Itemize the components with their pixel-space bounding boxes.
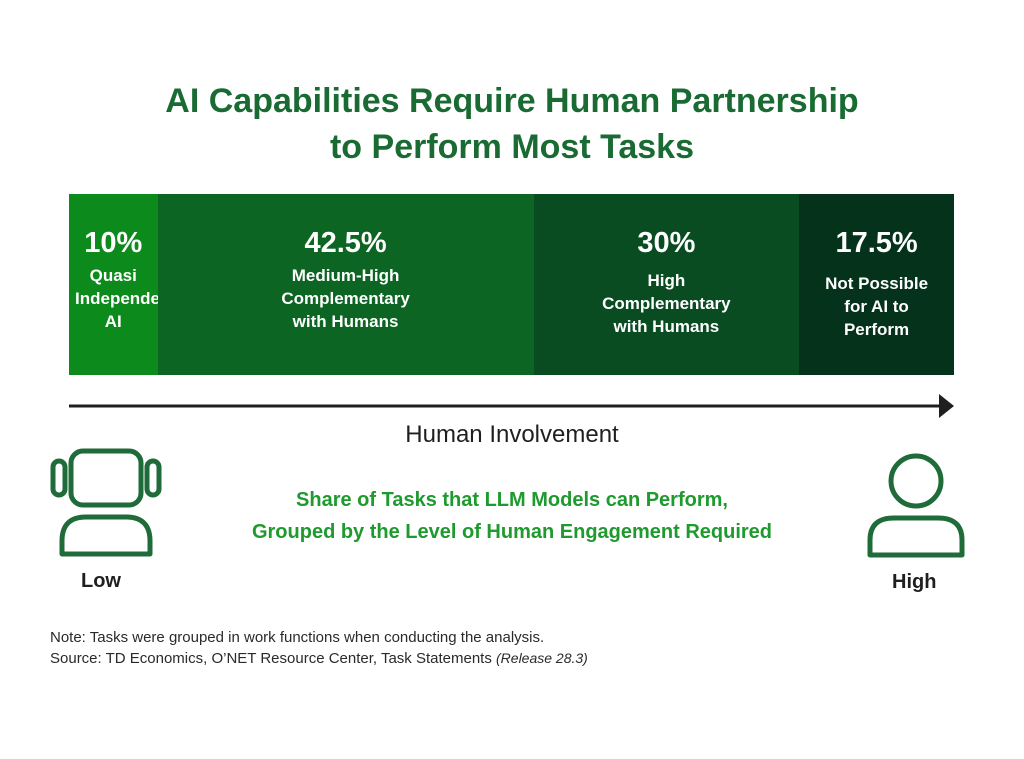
chart-title-line-2: to Perform Most Tasks [329,128,694,166]
bar-value-label: 30% [637,227,696,259]
bar-value-label: 42.5% [304,227,387,259]
x-axis-label: Human Involvement [405,421,619,448]
bar-category-label: Quasi Independent AI [75,266,177,331]
source-text: Source: TD Economics, O’NET Resource Cen… [50,650,497,667]
robot-head-icon [50,448,162,557]
source-note: Source: TD Economics, O’NET Resource Cen… [50,648,588,669]
bar-value-label: 10% [84,227,143,259]
axis-low-label: Low [81,570,121,592]
person-icon [867,453,965,558]
bar-segment: 17.5% Not Possible for AI to Perform [799,194,954,375]
bar-segment: 10% Quasi Independent AI [69,194,177,375]
human-involvement-arrow [69,394,954,418]
bar-category-label: Not Possible for AI to Perform [825,274,929,339]
stacked-bar: 10% Quasi Independent AI 42.5% Medium-High … [69,194,954,375]
bar-segment: 42.5% Medium-High Complementary with Huma… [157,194,534,375]
bar-segment: 30% High Complementary with Humans [533,194,800,375]
bar-value-label: 17.5% [835,227,918,259]
bar-category-label: High Complementary with Humans [602,271,731,336]
source-release: (Release 28.3) [496,650,588,666]
axis-high-label: High [892,571,937,593]
chart-subtitle: Share of Tasks that LLM Models can Perfo… [251,489,773,543]
footnote: Note: Tasks were grouped in work functio… [50,629,545,646]
bar-category-label: Medium-High Complementary with Humans [281,266,410,331]
chart-title-line-1: AI Capabilities Require Human Partnershi… [165,82,859,120]
